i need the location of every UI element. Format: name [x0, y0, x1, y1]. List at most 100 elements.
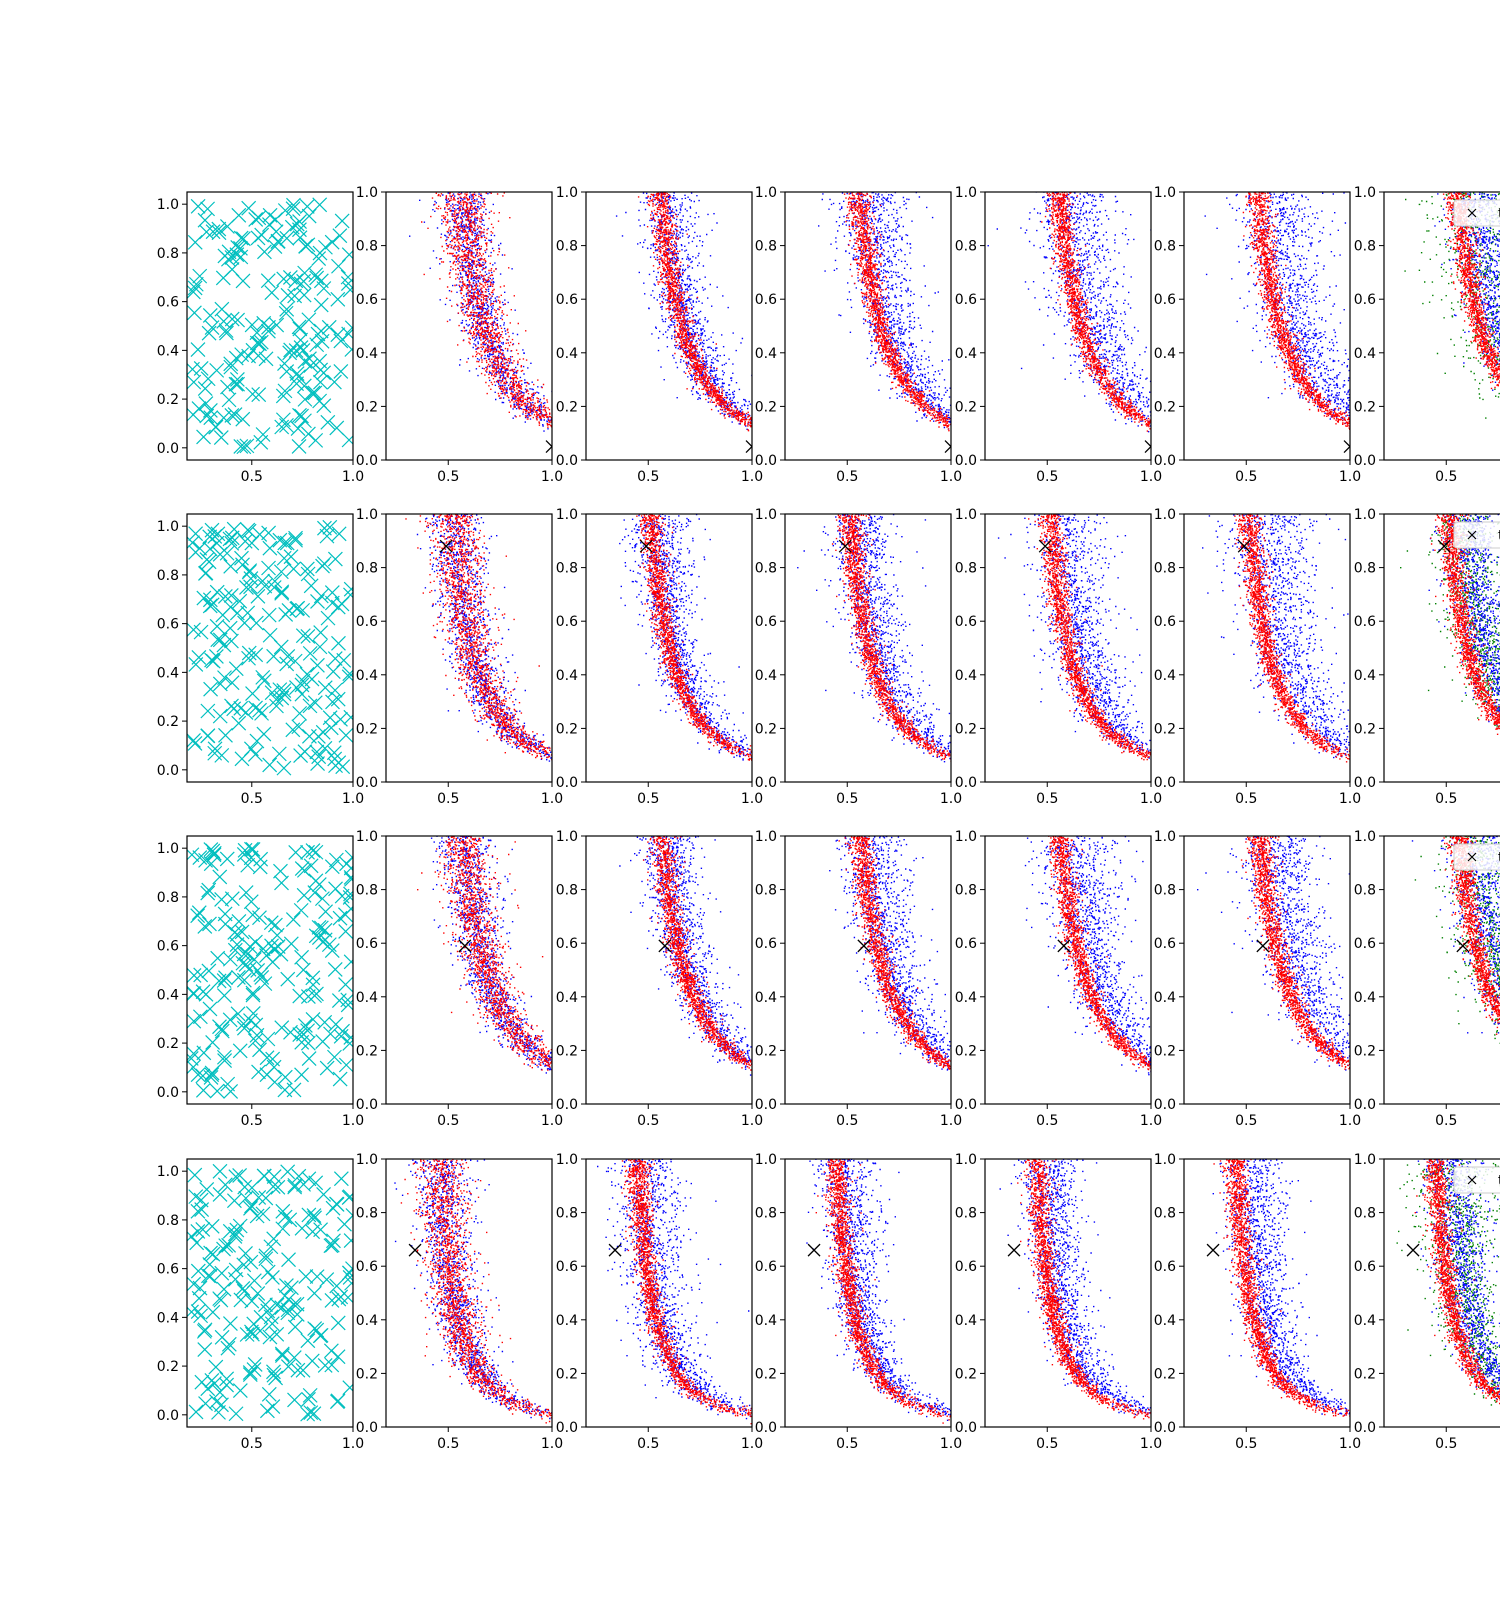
y-tick-label: 0.0 [356, 775, 378, 791]
y-tick-label: 0.8 [1154, 561, 1176, 577]
y-tick-label: 0.4 [157, 1310, 179, 1326]
y-tick-label: 0.4 [755, 990, 777, 1006]
y-tick-label: 0.8 [1354, 883, 1376, 899]
y-tick-label: 1.0 [755, 829, 777, 845]
y-tick-label: 0.0 [356, 1097, 378, 1113]
y-tick-label: 0.6 [1354, 936, 1376, 952]
y-tick-label: 0.2 [157, 1359, 179, 1375]
y-tick-label: 0.2 [955, 399, 977, 415]
y-tick-label: 1.0 [157, 197, 179, 213]
y-tick-label: 0.4 [1154, 346, 1176, 362]
x-tick-label: 0.5 [437, 469, 459, 485]
y-tick-label: 0.0 [1354, 775, 1376, 791]
x-tick-label: 0.5 [437, 791, 459, 807]
y-tick-label: 0.8 [356, 239, 378, 255]
y-tick-label: 0.6 [356, 1259, 378, 1275]
x-tick-label: 0.5 [1235, 1436, 1257, 1452]
y-tick-label: 0.4 [955, 346, 977, 362]
x-tick-label: 1.0 [940, 1113, 962, 1129]
y-tick-label: 0.6 [556, 1259, 578, 1275]
x-tick-label: 1.0 [342, 469, 364, 485]
y-tick-label: 0.0 [356, 1420, 378, 1436]
y-tick-label: 0.2 [955, 721, 977, 737]
y-tick-label: 0.2 [1154, 399, 1176, 415]
y-tick-label: 0.6 [1354, 292, 1376, 308]
y-tick-label: 1.0 [157, 519, 179, 535]
y-tick-label: 0.4 [356, 346, 378, 362]
y-tick-label: 0.4 [1354, 1313, 1376, 1329]
y-tick-label: 0.2 [356, 1366, 378, 1382]
y-tick-label: 0.4 [157, 987, 179, 1003]
y-tick-label: 0.8 [955, 239, 977, 255]
x-tick-label: 1.0 [741, 1436, 763, 1452]
x-tick-label: 0.5 [437, 1113, 459, 1129]
x-tick-label: 0.5 [637, 1113, 659, 1129]
y-tick-label: 0.8 [556, 1206, 578, 1222]
y-tick-label: 0.2 [157, 714, 179, 730]
y-tick-label: 0.6 [556, 936, 578, 952]
y-tick-label: 0.2 [356, 1043, 378, 1059]
x-tick-label: 1.0 [1339, 1113, 1361, 1129]
y-tick-label: 0.4 [556, 1313, 578, 1329]
y-tick-label: 0.2 [556, 399, 578, 415]
y-tick-label: 0.0 [755, 775, 777, 791]
x-tick-label: 0.5 [1435, 469, 1457, 485]
x-tick-label: 0.5 [1036, 1113, 1058, 1129]
y-tick-label: 1.0 [556, 507, 578, 523]
y-tick-label: 0.2 [157, 392, 179, 408]
y-tick-label: 0.4 [356, 1313, 378, 1329]
y-tick-label: 0.0 [1354, 1097, 1376, 1113]
y-tick-label: 0.4 [955, 668, 977, 684]
y-tick-label: 0.6 [157, 1262, 179, 1278]
y-tick-label: 0.0 [356, 453, 378, 469]
y-tick-label: 0.0 [955, 1097, 977, 1113]
x-tick-label: 0.5 [1036, 1436, 1058, 1452]
x-tick-label: 0.5 [836, 469, 858, 485]
legend: truth [1454, 844, 1500, 870]
x-tick-label: 0.5 [1435, 1113, 1457, 1129]
y-tick-label: 0.8 [755, 239, 777, 255]
legend: truth [1454, 200, 1500, 226]
y-tick-label: 0.8 [755, 883, 777, 899]
y-tick-label: 0.4 [157, 343, 179, 359]
y-tick-label: 0.0 [157, 441, 179, 457]
y-tick-label: 0.8 [157, 1213, 179, 1229]
x-tick-label: 1.0 [541, 469, 563, 485]
y-tick-label: 0.0 [157, 1085, 179, 1101]
y-tick-label: 0.4 [1354, 346, 1376, 362]
y-tick-label: 0.0 [755, 1097, 777, 1113]
y-tick-label: 1.0 [1154, 1152, 1176, 1168]
y-tick-label: 1.0 [356, 185, 378, 201]
y-tick-label: 0.0 [157, 1408, 179, 1424]
x-tick-label: 0.5 [241, 791, 263, 807]
y-tick-label: 0.6 [755, 292, 777, 308]
x-tick-label: 0.5 [1036, 469, 1058, 485]
y-tick-label: 0.8 [755, 561, 777, 577]
y-tick-label: 0.6 [356, 292, 378, 308]
y-tick-label: 0.2 [157, 1036, 179, 1052]
y-tick-label: 0.4 [1154, 668, 1176, 684]
legend: truth [1454, 1167, 1500, 1193]
y-tick-label: 1.0 [755, 185, 777, 201]
y-tick-label: 0.0 [1154, 1420, 1176, 1436]
y-tick-label: 1.0 [755, 507, 777, 523]
y-tick-label: 0.4 [1354, 668, 1376, 684]
y-tick-label: 0.0 [755, 1420, 777, 1436]
y-tick-label: 0.6 [157, 295, 179, 311]
y-tick-label: 0.6 [955, 1259, 977, 1275]
y-tick-label: 0.8 [1354, 1206, 1376, 1222]
y-tick-label: 1.0 [1154, 185, 1176, 201]
y-tick-label: 1.0 [157, 1164, 179, 1180]
y-tick-label: 0.0 [556, 775, 578, 791]
y-tick-label: 0.8 [356, 561, 378, 577]
y-tick-label: 0.8 [157, 246, 179, 262]
legend: truth [1454, 522, 1500, 548]
y-tick-label: 0.2 [556, 721, 578, 737]
y-tick-label: 0.6 [556, 292, 578, 308]
y-tick-label: 1.0 [1354, 507, 1376, 523]
y-tick-label: 0.6 [955, 292, 977, 308]
y-tick-label: 0.8 [356, 1206, 378, 1222]
x-tick-label: 0.5 [637, 791, 659, 807]
y-tick-label: 0.2 [955, 1043, 977, 1059]
